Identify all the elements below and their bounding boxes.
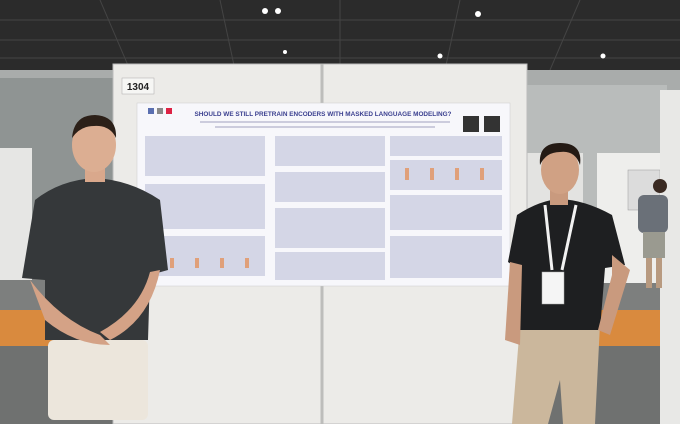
- poster-author-lines: [200, 121, 450, 128]
- poster-bars: [170, 168, 484, 268]
- number-plate: [121, 77, 155, 95]
- poster-title: SHOULD WE STILL PRETRAIN ENCODERS WITH M…: [195, 111, 452, 118]
- ceiling-grid: [0, 0, 680, 71]
- pillar: [660, 90, 680, 424]
- ceiling-lights: [262, 8, 606, 59]
- person-right: [505, 143, 630, 424]
- poster-logos: [148, 108, 500, 132]
- person-left: [22, 115, 168, 420]
- board-number: 1304: [127, 82, 150, 93]
- background-person: [638, 179, 668, 288]
